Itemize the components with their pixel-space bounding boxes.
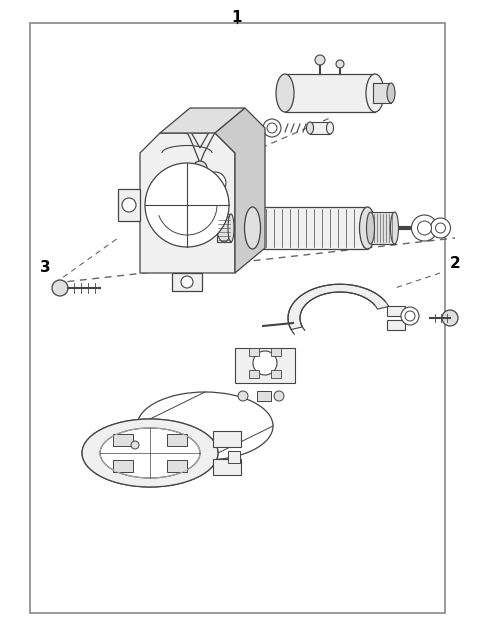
Bar (249, 371, 259, 378)
Circle shape (193, 161, 207, 175)
Bar (387, 320, 405, 330)
Bar (30, 23, 445, 613)
Bar (271, 348, 281, 355)
Ellipse shape (391, 212, 398, 244)
Polygon shape (113, 460, 133, 472)
Circle shape (204, 172, 226, 194)
Ellipse shape (217, 214, 231, 242)
Ellipse shape (228, 214, 234, 242)
Ellipse shape (366, 74, 384, 112)
Polygon shape (217, 214, 231, 242)
Circle shape (52, 280, 68, 296)
Ellipse shape (367, 212, 374, 244)
Polygon shape (167, 460, 187, 472)
Circle shape (238, 391, 248, 401)
Circle shape (267, 123, 277, 133)
Polygon shape (100, 428, 200, 478)
Ellipse shape (360, 207, 375, 249)
Bar (172, 273, 202, 291)
Polygon shape (285, 74, 375, 112)
Polygon shape (371, 212, 395, 244)
Polygon shape (167, 433, 187, 445)
Circle shape (411, 215, 437, 241)
Bar (118, 189, 140, 221)
Circle shape (418, 221, 432, 235)
Text: 3: 3 (40, 261, 50, 276)
Polygon shape (137, 392, 273, 460)
Polygon shape (113, 433, 133, 445)
Polygon shape (215, 108, 265, 273)
Circle shape (202, 223, 212, 233)
Bar (310, 122, 330, 134)
Circle shape (198, 219, 216, 237)
Circle shape (192, 221, 200, 229)
Circle shape (189, 218, 203, 232)
Text: 2: 2 (450, 256, 460, 271)
Circle shape (263, 119, 281, 137)
Ellipse shape (307, 122, 313, 134)
Circle shape (435, 223, 445, 233)
Circle shape (209, 177, 221, 189)
Polygon shape (182, 120, 220, 163)
Circle shape (274, 391, 284, 401)
Polygon shape (252, 207, 368, 249)
Circle shape (442, 310, 458, 326)
Circle shape (181, 276, 193, 288)
Polygon shape (160, 108, 245, 133)
Bar (271, 371, 281, 378)
Circle shape (145, 163, 229, 247)
Bar (235, 348, 295, 383)
Circle shape (401, 307, 419, 325)
Bar (228, 451, 240, 463)
Ellipse shape (244, 207, 261, 249)
Bar (213, 459, 241, 475)
Circle shape (405, 311, 415, 321)
Bar (213, 431, 241, 447)
Bar (257, 391, 271, 401)
Circle shape (336, 60, 344, 68)
Bar (387, 306, 405, 316)
Polygon shape (288, 284, 389, 330)
Ellipse shape (387, 83, 395, 103)
Ellipse shape (326, 122, 334, 134)
Bar (249, 348, 259, 355)
Polygon shape (373, 83, 391, 103)
Circle shape (431, 218, 451, 238)
Ellipse shape (276, 74, 294, 112)
Circle shape (131, 441, 139, 449)
Polygon shape (82, 419, 218, 487)
Circle shape (122, 198, 136, 212)
Circle shape (315, 55, 325, 65)
Circle shape (253, 351, 277, 375)
Text: 1: 1 (232, 10, 242, 25)
Polygon shape (140, 133, 235, 273)
